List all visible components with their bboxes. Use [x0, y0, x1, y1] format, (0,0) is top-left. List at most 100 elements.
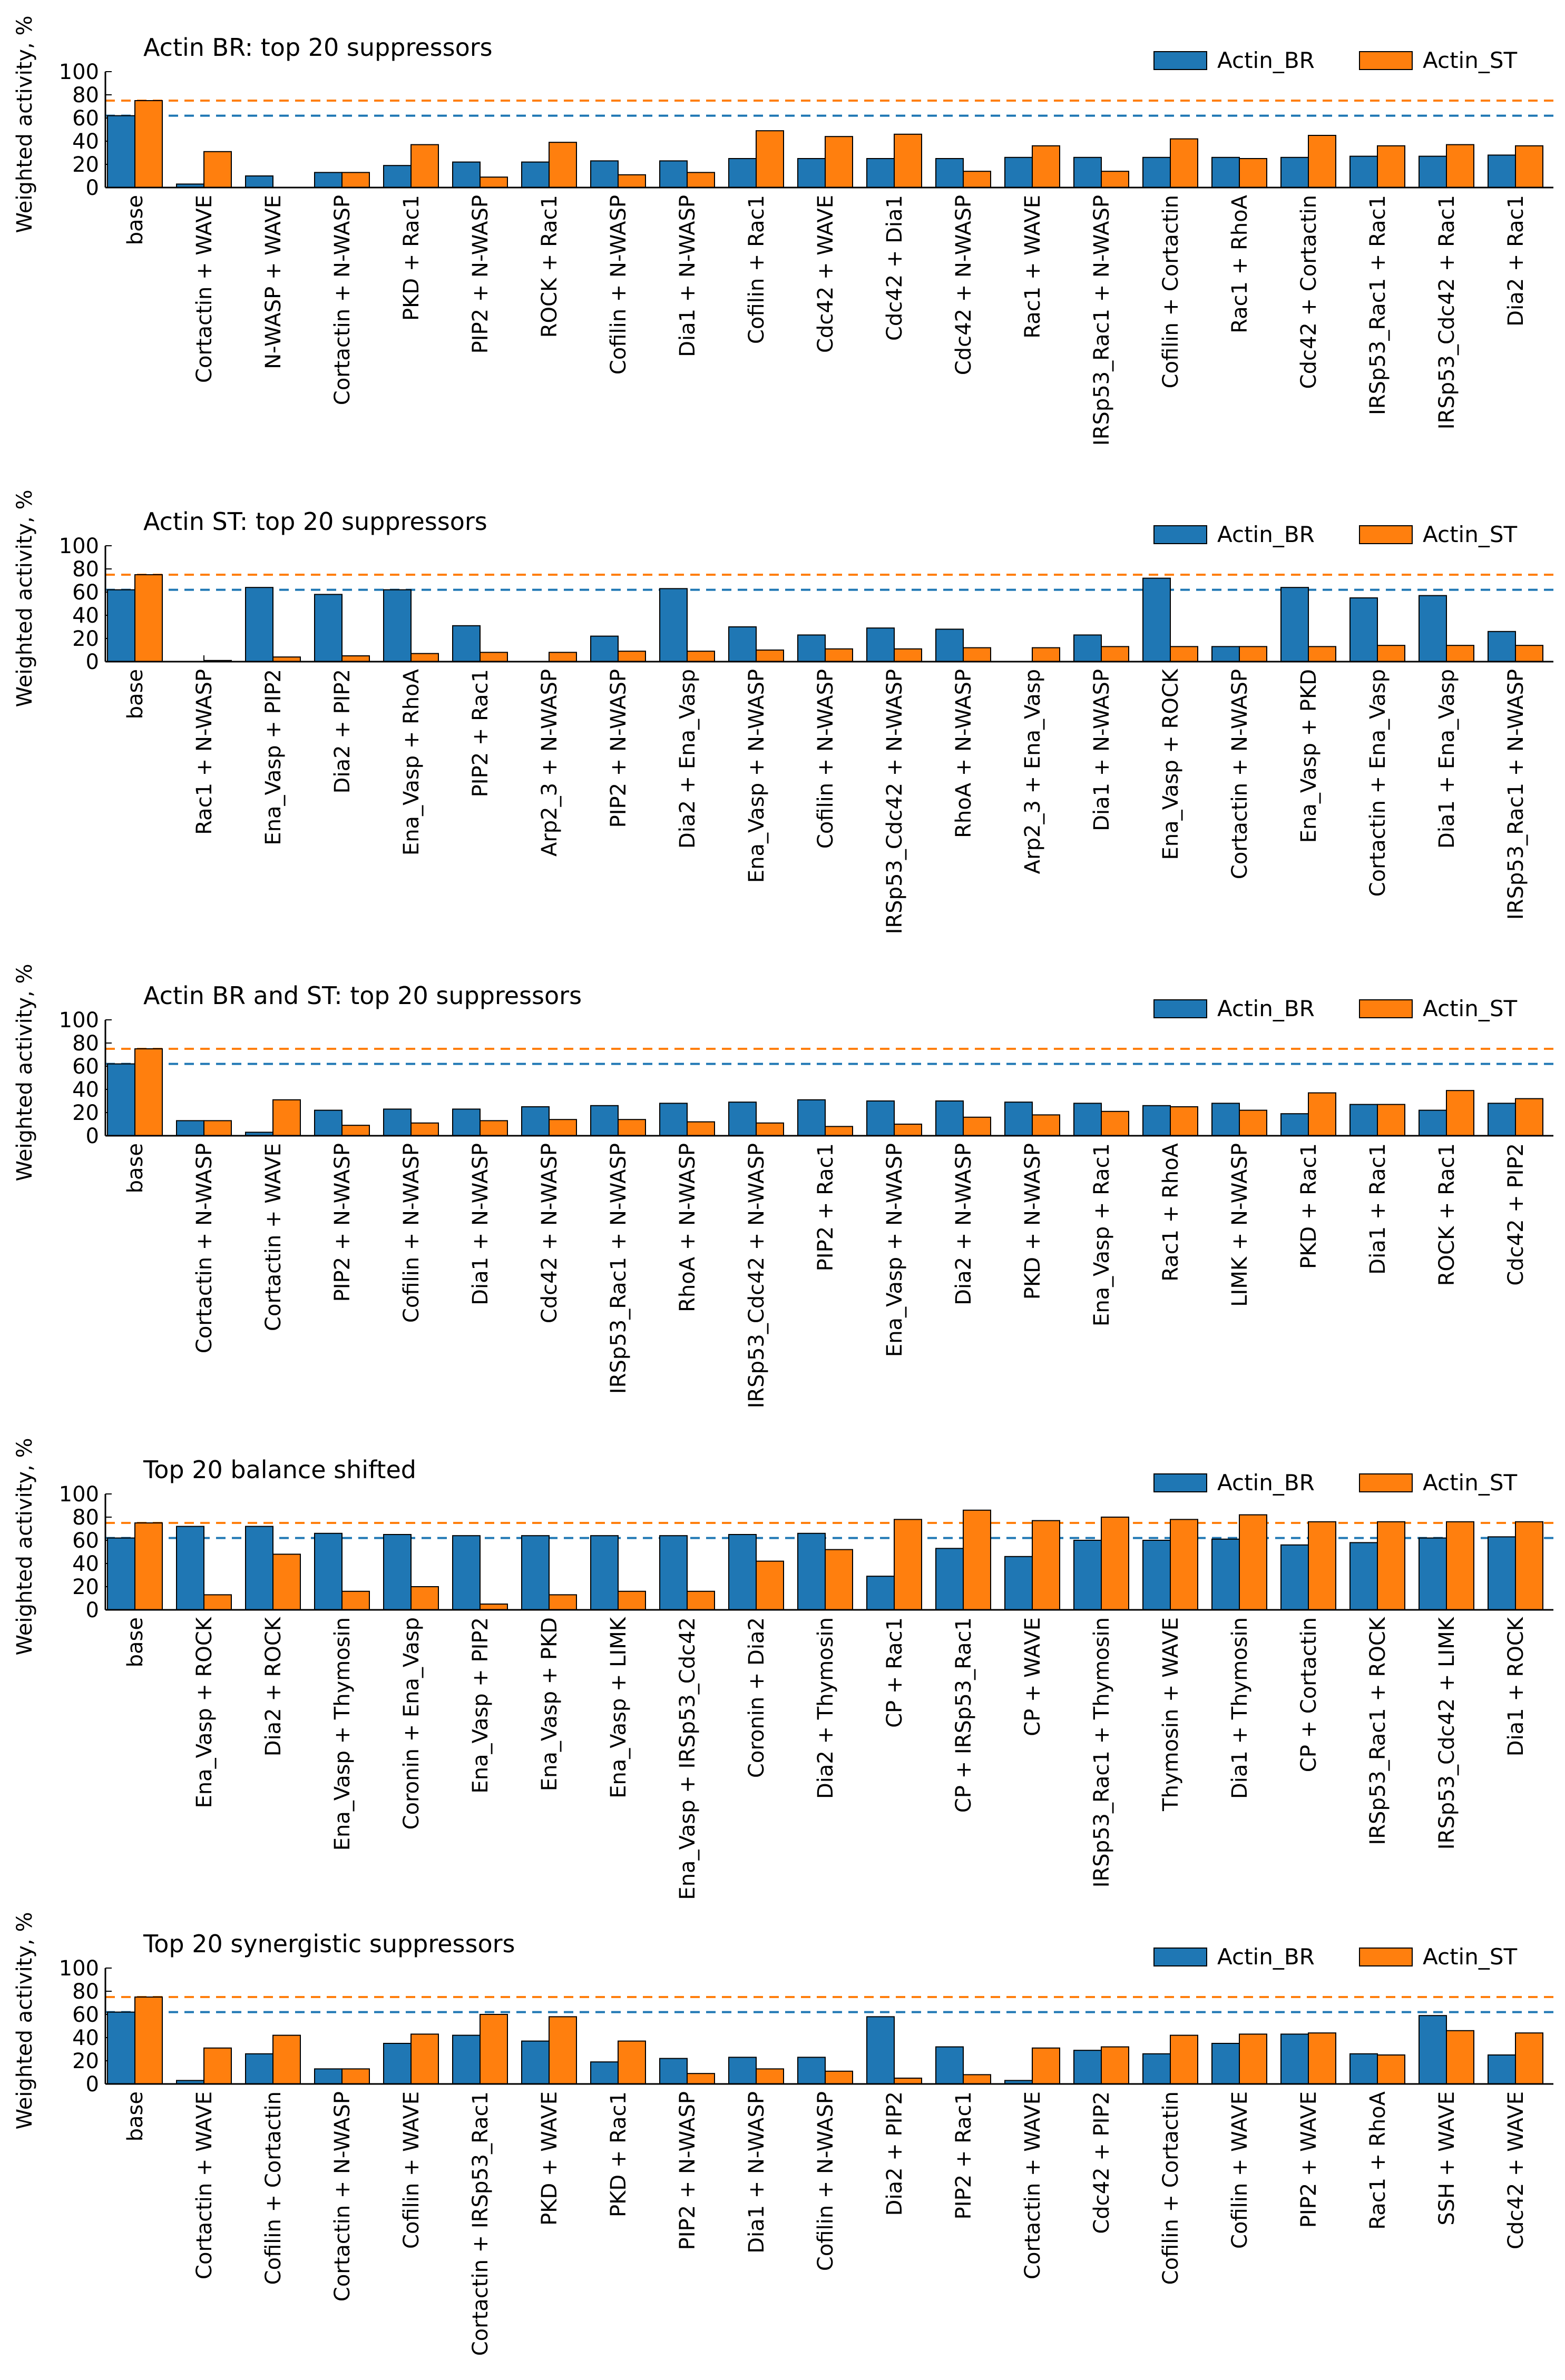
x-tick-label: Ena_Vasp + PKD [1297, 669, 1321, 843]
bar-actin-st-13 [1032, 145, 1060, 188]
chart-title: Top 20 balance shifted [143, 1455, 416, 1484]
bar-actin-br-2 [245, 175, 273, 188]
bar-actin-br-10 [797, 1532, 826, 1611]
x-tick-label: RhoA + N-WASP [676, 1143, 700, 1312]
bar-actin-st-20 [1515, 2032, 1543, 2084]
x-tick-label: IRSp53_Cdc42 + Rac1 [1435, 195, 1459, 429]
bar-actin-br-8 [659, 2058, 688, 2085]
y-tick-label: 20 [72, 1101, 99, 1125]
bar-actin-st-1 [203, 1594, 232, 1610]
bar-actin-st-3 [341, 172, 370, 188]
bar-actin-st-13 [1032, 2047, 1060, 2085]
bar-actin-st-2 [272, 1553, 301, 1610]
bar-actin-st-5 [480, 1120, 508, 1136]
bar-actin-st-3 [341, 655, 370, 662]
x-tick-label: Arp2_3 + Ena_Vasp [1021, 669, 1045, 874]
y-axis-label: Weighted activity, % [13, 490, 37, 707]
y-tick-label: 40 [72, 2026, 99, 2050]
bar-actin-st-4 [410, 1122, 439, 1137]
bar-actin-st-13 [1032, 1520, 1060, 1611]
bar-actin-br-4 [383, 2043, 412, 2084]
bar-actin-st-9 [756, 2068, 784, 2084]
bar-actin-st-7 [618, 174, 646, 188]
bar-actin-br-10 [797, 158, 826, 188]
bar-actin-br-19 [1419, 1109, 1447, 1137]
y-tick-label: 20 [72, 153, 99, 177]
bar-actin-br-4 [383, 589, 412, 662]
x-tick-label: Thymosin + WAVE [1159, 1617, 1183, 1812]
bar-actin-st-1 [203, 2047, 232, 2085]
x-tick-label: CP + Cortactin [1297, 1617, 1321, 1772]
y-tick-label: 100 [59, 1008, 99, 1032]
legend: Actin_BR Actin_ST [1153, 996, 1518, 1021]
bar-actin-br-5 [452, 625, 481, 663]
bar-actin-br-11 [866, 1100, 895, 1136]
bar-actin-br-12 [935, 1100, 964, 1136]
bar-actin-st-9 [756, 1122, 784, 1137]
y-tick-label: 40 [72, 604, 99, 628]
bar-actin-br-5 [452, 161, 481, 189]
bar-actin-br-9 [728, 1102, 757, 1136]
bar-actin-st-5 [480, 176, 508, 189]
bar-actin-st-8 [687, 172, 715, 188]
bar-actin-br-12 [935, 2046, 964, 2085]
bar-actin-st-2 [272, 2034, 301, 2085]
y-tick-label: 60 [72, 581, 99, 605]
x-tick-label: Dia2 + ROCK [261, 1616, 286, 1756]
x-tick-label: PIP2 + N-WASP [607, 669, 631, 828]
bar-actin-br-18 [1349, 1104, 1378, 1137]
x-tick-label: Ena_Vasp + Thymosin [330, 1617, 355, 1851]
x-tick-label: Dia1 + N-WASP [468, 1143, 493, 1305]
y-tick-label: 60 [72, 1529, 99, 1553]
bar-actin-br-15 [1142, 156, 1171, 188]
x-tick-label: PIP2 + WAVE [1297, 2091, 1321, 2228]
x-tick-label: Cofilin + WAVE [1228, 2091, 1252, 2249]
bar-actin-st-11 [894, 133, 922, 188]
bar-actin-br-16 [1211, 1538, 1240, 1611]
bar-actin-st-20 [1515, 145, 1543, 188]
bar-actin-st-12 [963, 2074, 991, 2084]
y-tick-label: 0 [86, 1598, 99, 1622]
x-tick-label: Dia1 + Rac1 [1366, 1143, 1390, 1275]
bar-actin-st-10 [825, 2070, 853, 2085]
x-tick-label: Cortactin + N-WASP [330, 195, 355, 405]
bar-actin-st-12 [963, 1116, 991, 1137]
bar-actin-st-6 [549, 142, 577, 189]
legend-swatch-actin-st [1359, 525, 1413, 544]
bar-actin-st-10 [825, 136, 853, 189]
bar-actin-br-5 [452, 1108, 481, 1136]
bar-actin-st-0 [134, 574, 163, 662]
chart-title: Actin BR and ST: top 20 suppressors [143, 981, 582, 1010]
legend-swatch-actin-br [1153, 999, 1207, 1018]
bar-actin-br-9 [728, 2057, 757, 2084]
bar-actin-br-8 [659, 160, 688, 188]
x-tick-label: Ena_Vasp + PIP2 [468, 1617, 493, 1794]
bar-actin-br-6 [521, 2040, 550, 2085]
bar-actin-st-15 [1170, 646, 1198, 663]
bar-actin-br-20 [1488, 1536, 1516, 1610]
x-tick-label: IRSp53_Rac1 + N-WASP [1090, 195, 1114, 446]
y-tick-label: 0 [86, 650, 99, 674]
bar-actin-br-12 [935, 628, 964, 663]
x-tick-label: Dia1 + N-WASP [676, 195, 700, 357]
bar-actin-br-14 [1073, 634, 1102, 663]
bar-actin-st-18 [1377, 2054, 1405, 2084]
bar-actin-st-16 [1239, 1109, 1267, 1137]
bar-actin-st-18 [1377, 645, 1405, 662]
bar-actin-br-8 [659, 1103, 688, 1136]
bar-actin-st-4 [410, 144, 439, 189]
x-tick-label: Cdc42 + Dia1 [883, 195, 907, 341]
bar-actin-br-11 [866, 627, 895, 662]
bar-actin-br-0 [107, 115, 135, 188]
bar-actin-st-2 [272, 1099, 301, 1137]
bar-actin-br-11 [866, 2016, 895, 2084]
bar-actin-br-11 [866, 158, 895, 188]
x-tick-label: PIP2 + N-WASP [468, 195, 493, 353]
legend: Actin_BR Actin_ST [1153, 1944, 1518, 1970]
bar-actin-st-5 [480, 2014, 508, 2084]
bar-actin-st-9 [756, 1560, 784, 1611]
x-tick-label: Ena_Vasp + N-WASP [883, 1143, 907, 1357]
bar-actin-st-0 [134, 1522, 163, 1610]
x-tick-label: IRSp53_Cdc42 + N-WASP [745, 1143, 769, 1408]
x-tick-label: Ena_Vasp + PIP2 [261, 669, 286, 845]
